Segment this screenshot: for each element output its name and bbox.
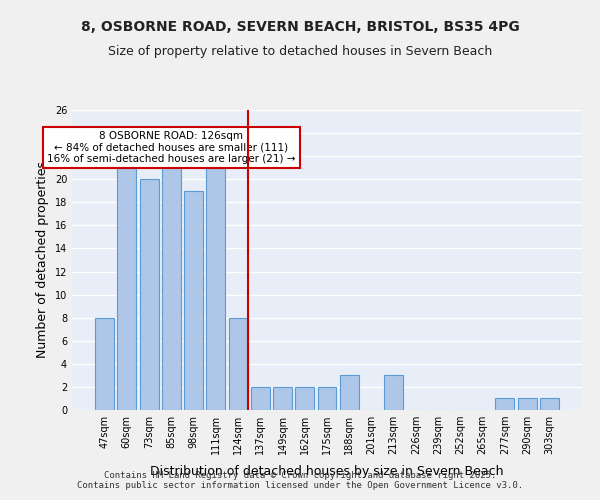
Bar — [140, 179, 158, 410]
Bar — [317, 387, 337, 410]
Bar — [251, 387, 270, 410]
Bar — [295, 387, 314, 410]
Bar — [496, 398, 514, 410]
X-axis label: Distribution of detached houses by size in Severn Beach: Distribution of detached houses by size … — [150, 466, 504, 478]
Bar — [273, 387, 292, 410]
Bar — [229, 318, 248, 410]
Bar — [384, 376, 403, 410]
Bar — [518, 398, 536, 410]
Bar — [540, 398, 559, 410]
Text: Size of property relative to detached houses in Severn Beach: Size of property relative to detached ho… — [108, 45, 492, 58]
Bar — [162, 156, 181, 410]
Y-axis label: Number of detached properties: Number of detached properties — [36, 162, 49, 358]
Bar — [340, 376, 359, 410]
Bar — [118, 168, 136, 410]
Bar — [95, 318, 114, 410]
Text: Contains HM Land Registry data © Crown copyright and database right 2025.
Contai: Contains HM Land Registry data © Crown c… — [77, 470, 523, 490]
Bar — [206, 168, 225, 410]
Bar — [184, 191, 203, 410]
Text: 8 OSBORNE ROAD: 126sqm
← 84% of detached houses are smaller (111)
16% of semi-de: 8 OSBORNE ROAD: 126sqm ← 84% of detached… — [47, 131, 296, 164]
Text: 8, OSBORNE ROAD, SEVERN BEACH, BRISTOL, BS35 4PG: 8, OSBORNE ROAD, SEVERN BEACH, BRISTOL, … — [80, 20, 520, 34]
